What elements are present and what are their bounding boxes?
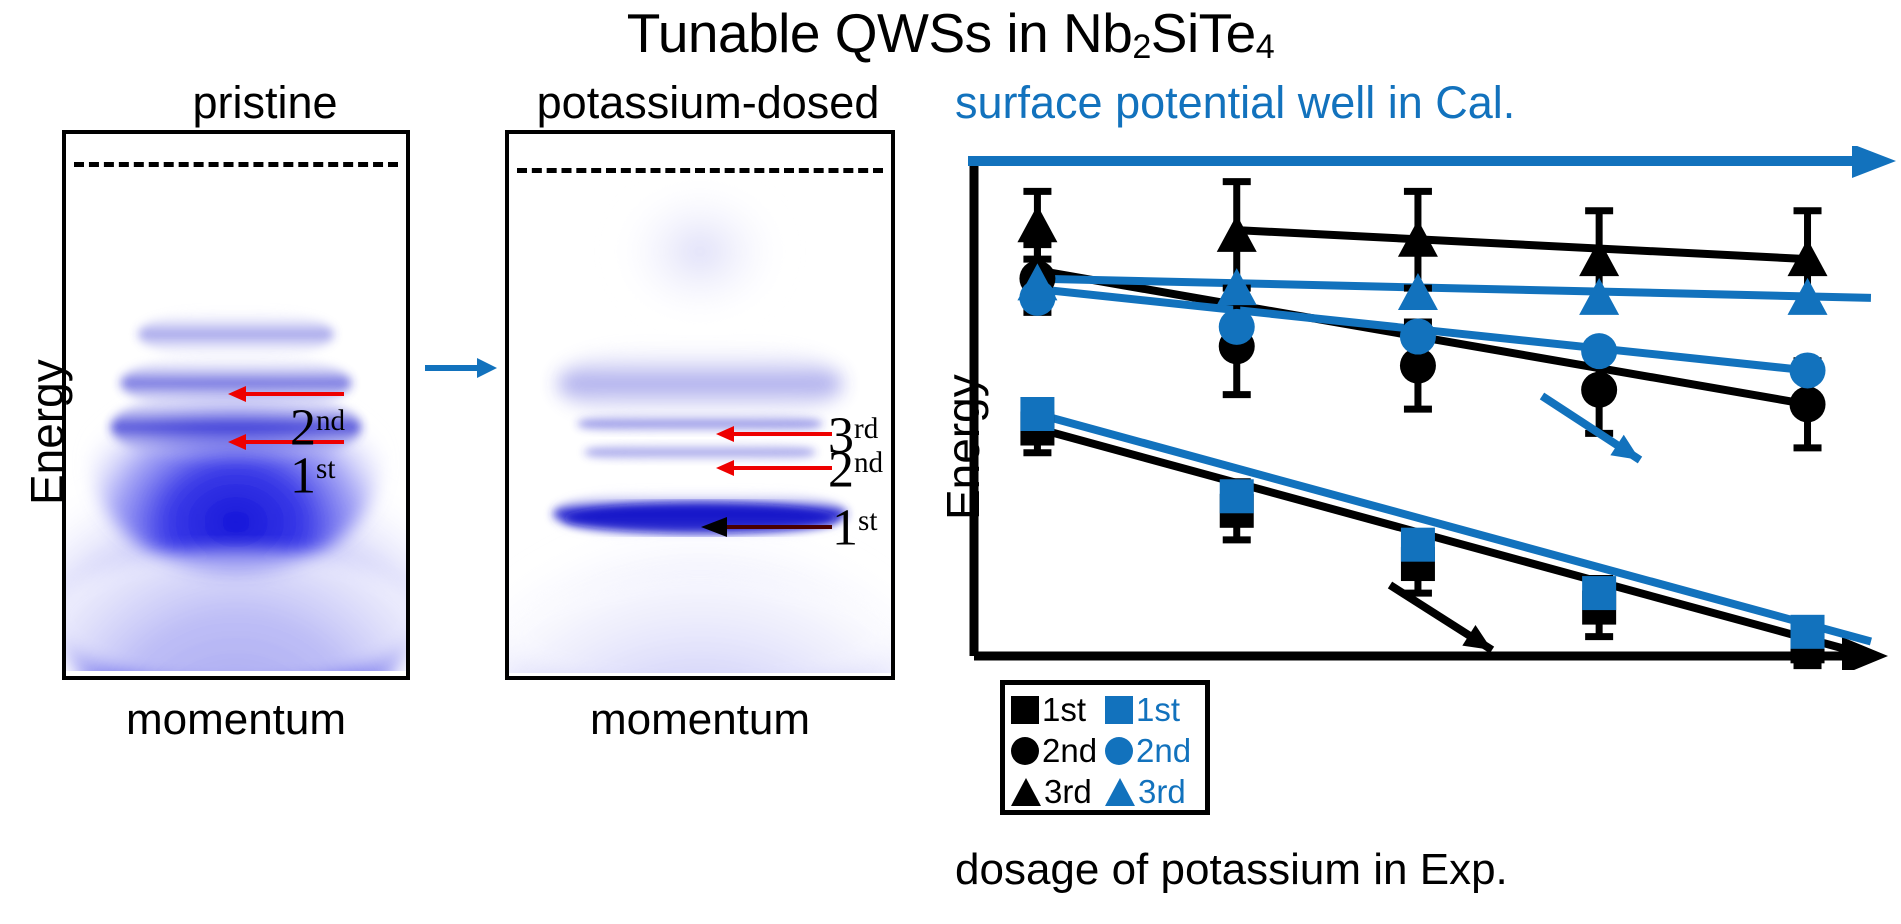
data-point-3rd-Cal. — [1216, 268, 1257, 306]
data-point-3rd-Exp. — [1397, 219, 1438, 257]
data-point-3rd-Exp. — [1579, 239, 1620, 277]
fermi-level-dashed-line-dosed — [517, 168, 883, 173]
data-point-1st-Cal. — [1582, 576, 1617, 611]
circle-marker-blue-icon — [1105, 736, 1133, 765]
data-point-3rd-Cal. — [1787, 277, 1828, 315]
annotation-label-3rd-dosed: 3rd — [828, 407, 879, 465]
legend-entry-1st-black: 1st — [1011, 693, 1105, 726]
legend-row-1st: 1st 1st — [1011, 689, 1199, 730]
chart-legend: 1st 1st 2nd 2nd 3rd 3rd — [1000, 680, 1210, 815]
arpes-panel-pristine — [62, 130, 410, 680]
data-point-2nd-Exp. — [1789, 386, 1826, 423]
legend-entry-1st-blue: 1st — [1105, 693, 1199, 726]
legend-entry-3rd-black: 3rd — [1011, 775, 1105, 808]
flow-arrow-icon — [425, 358, 497, 378]
xaxis-label-dosed: momentum — [589, 695, 811, 744]
data-point-2nd-Exp. — [1581, 371, 1618, 408]
legend-entry-3rd-blue: 3rd — [1105, 775, 1199, 808]
xaxis-label-chart: dosage of potassium in Exp. — [955, 845, 1508, 894]
title-text-part2: SiTe — [1150, 2, 1257, 64]
legend-label-1st-black: 1st — [1042, 691, 1087, 728]
panel-header-pristine: pristine — [192, 77, 338, 128]
arpes-panel-potassium-dosed — [505, 130, 895, 680]
data-point-1st-Cal. — [1790, 614, 1825, 649]
legend-label-1st-blue: 1st — [1136, 691, 1181, 728]
circle-marker-icon — [1011, 736, 1039, 765]
data-point-2nd-Cal. — [1218, 308, 1255, 345]
legend-label-2nd-black: 2nd — [1042, 732, 1098, 769]
square-marker-blue-icon — [1105, 695, 1133, 724]
data-point-2nd-Cal. — [1789, 352, 1826, 389]
triangle-marker-icon — [1011, 777, 1041, 806]
chart-svg — [969, 160, 1888, 670]
annotation-label-1st-dosed: 1st — [832, 499, 878, 557]
fermi-level-dashed-line-pristine — [74, 162, 398, 167]
annotation-label-2nd-pristine: 2nd — [290, 399, 346, 457]
title-text-part1: Tunable QWSs in Nb — [626, 2, 1133, 64]
legend-row-2nd: 2nd 2nd — [1011, 730, 1199, 771]
data-point-2nd-Cal. — [1581, 333, 1618, 370]
chart-panel-calculation — [960, 160, 1890, 670]
title-subscript-2: 2 — [1132, 28, 1151, 67]
data-point-1st-Cal. — [1219, 479, 1254, 514]
data-point-3rd-Exp. — [1787, 239, 1828, 277]
data-point-3rd-Exp. — [1017, 205, 1058, 243]
data-point-2nd-Exp. — [1399, 347, 1436, 384]
trend-arrow-blue — [1539, 392, 1643, 464]
arrow-3rd-dosed — [716, 426, 832, 442]
panel-header-potassium-dosed: potassium-dosed — [536, 77, 880, 128]
data-point-3rd-Exp. — [1216, 214, 1257, 252]
data-point-2nd-Cal. — [1399, 318, 1436, 355]
legend-row-3rd: 3rd 3rd — [1011, 771, 1199, 812]
data-point-1st-Cal. — [1020, 397, 1055, 431]
arrow-1st-dosed — [701, 517, 832, 537]
data-point-3rd-Cal. — [1017, 263, 1058, 301]
data-point-3rd-Cal. — [1579, 277, 1620, 315]
page-title: Tunable QWSs in Nb2SiTe4 — [0, 2, 1901, 78]
arpes-image-potassium-dosed — [509, 134, 891, 673]
legend-entry-2nd-blue: 2nd — [1105, 734, 1199, 767]
annotation-label-1st-pristine: 1st — [290, 447, 336, 505]
legend-entry-2nd-black: 2nd — [1011, 734, 1105, 767]
arrow-2nd-pristine — [228, 386, 344, 402]
data-point-1st-Cal. — [1400, 527, 1435, 562]
square-marker-icon — [1011, 695, 1039, 724]
triangle-marker-blue-icon — [1105, 777, 1135, 806]
data-point-3rd-Cal. — [1397, 273, 1438, 310]
legend-label-2nd-blue: 2nd — [1136, 732, 1192, 769]
panel-header-calculation: surface potential well in Cal. — [955, 77, 1516, 128]
trend-arrow-black — [1387, 581, 1495, 654]
xaxis-label-pristine: momentum — [125, 695, 347, 744]
surface-potential-well-arrow — [968, 146, 1896, 178]
title-subscript-4: 4 — [1255, 28, 1275, 67]
legend-label-3rd-blue: 3rd — [1138, 773, 1186, 810]
yaxis-label-pristine: Energy — [21, 359, 73, 505]
arrow-1st-pristine — [228, 434, 344, 450]
legend-label-3rd-black: 3rd — [1044, 773, 1092, 810]
annotation-label-2nd-dosed: 2nd — [828, 441, 884, 499]
arpes-image-pristine — [66, 134, 406, 672]
arrow-2nd-dosed — [716, 460, 832, 476]
